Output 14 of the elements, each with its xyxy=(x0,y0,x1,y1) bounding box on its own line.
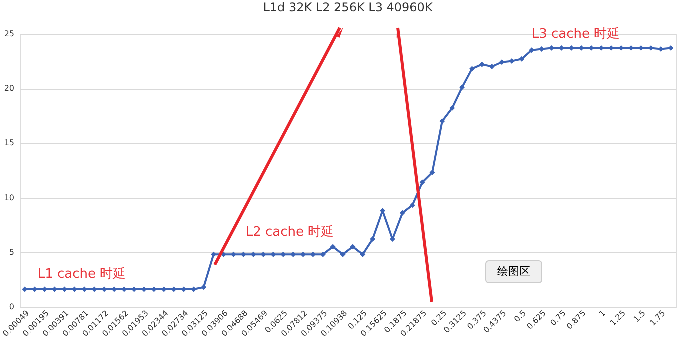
annotation: 绘图区 xyxy=(498,265,530,278)
x-tick-label: 0.5 xyxy=(512,308,528,324)
x-tick-label: 1.5 xyxy=(632,308,648,324)
annotation: L2 cache 时延 xyxy=(246,225,334,240)
y-tick-label: 5 xyxy=(9,248,14,257)
y-tick-label: 10 xyxy=(4,193,14,202)
x-tick-label: 1 xyxy=(598,308,608,319)
annotation: L1 cache 时延 xyxy=(38,267,126,282)
y-tick-label: 15 xyxy=(4,138,14,148)
annotation: L3 cache 时延 xyxy=(532,27,620,42)
y-tick-label: 0 xyxy=(9,302,14,312)
chart-title: L1d 32K L2 256K L3 40960K xyxy=(263,0,434,14)
y-tick-label: 25 xyxy=(4,30,14,38)
y-tick-label: 20 xyxy=(4,84,14,94)
